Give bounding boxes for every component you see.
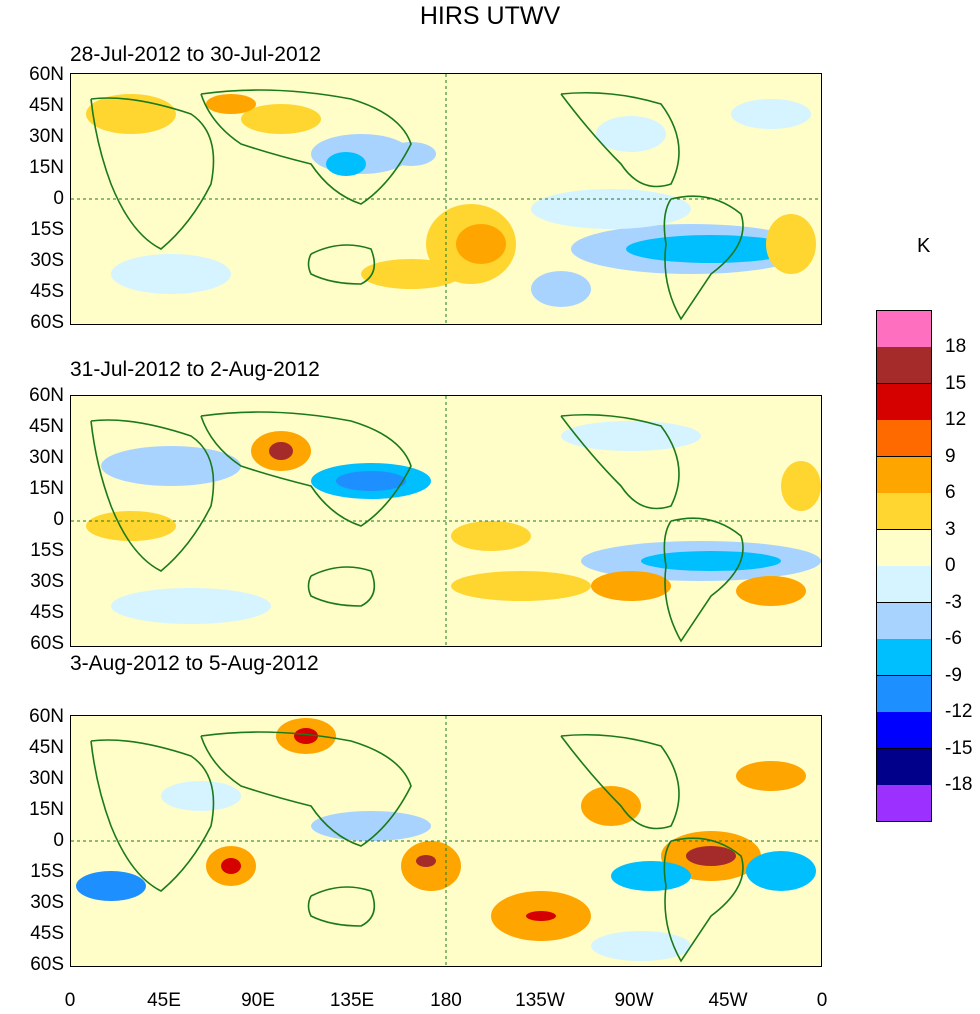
colorbar-label: 6 bbox=[945, 482, 956, 503]
lat-label-30S: 30S bbox=[30, 250, 64, 271]
colorbar-box bbox=[877, 420, 931, 457]
colorbar-label: 18 bbox=[945, 336, 967, 357]
lat-label-60S: 60S bbox=[30, 633, 64, 654]
lon-label-90W: 90W bbox=[614, 990, 654, 1011]
lat-label-45S: 45S bbox=[30, 923, 64, 944]
colorbar-box bbox=[877, 457, 931, 494]
colorbar bbox=[876, 310, 932, 822]
lat-label-30S: 30S bbox=[30, 892, 64, 913]
panel-1-date-range: 28-Jul-2012 to 30-Jul-2012 bbox=[70, 43, 321, 66]
lat-label-15S: 15S bbox=[30, 540, 64, 561]
lon-label-90E: 90E bbox=[241, 990, 275, 1011]
map-panel-3-svg bbox=[71, 716, 821, 966]
lat-label-60S: 60S bbox=[30, 954, 64, 975]
figure-title: HIRS UTWV bbox=[419, 2, 561, 30]
lat-label-30N: 30N bbox=[29, 447, 64, 468]
colorbar-box bbox=[877, 639, 931, 676]
lon-label-0: 0 bbox=[64, 990, 76, 1011]
lat-label-30N: 30N bbox=[29, 768, 64, 789]
lat-label-15S: 15S bbox=[30, 219, 64, 240]
colorbar-box bbox=[877, 311, 931, 348]
colorbar-label: 9 bbox=[945, 446, 956, 467]
lat-label-30N: 30N bbox=[29, 126, 64, 147]
map-panel-3 bbox=[70, 715, 822, 967]
lat-label-60S: 60S bbox=[30, 312, 64, 333]
colorbar-box bbox=[877, 493, 931, 530]
colorbar-label: -18 bbox=[945, 774, 973, 795]
colorbar-box bbox=[877, 603, 931, 640]
colorbar-box bbox=[877, 384, 931, 421]
colorbar-box bbox=[877, 749, 931, 786]
colorbar-label: -3 bbox=[945, 592, 962, 613]
colorbar-label: -6 bbox=[945, 628, 962, 649]
lat-label-30S: 30S bbox=[30, 571, 64, 592]
lat-label-60N: 60N bbox=[29, 385, 64, 406]
map-panel-2-svg bbox=[71, 396, 821, 646]
colorbar-label: -12 bbox=[945, 701, 973, 722]
lat-label-15N: 15N bbox=[29, 157, 64, 178]
colorbar-box bbox=[877, 712, 931, 749]
colorbar-box bbox=[877, 530, 931, 567]
colorbar-box bbox=[877, 785, 931, 821]
colorbar-label: 12 bbox=[945, 409, 967, 430]
lat-label-0: 0 bbox=[53, 188, 64, 209]
lat-label-0: 0 bbox=[53, 830, 64, 851]
colorbar-box bbox=[877, 347, 931, 384]
lat-label-45N: 45N bbox=[29, 416, 64, 437]
map-panel-1-svg bbox=[71, 74, 821, 324]
panel-2-date-range: 31-Jul-2012 to 2-Aug-2012 bbox=[70, 358, 320, 381]
colorbar-label: 15 bbox=[945, 373, 967, 394]
lat-label-60N: 60N bbox=[29, 706, 64, 727]
colorbar-box bbox=[877, 676, 931, 713]
lat-label-15N: 15N bbox=[29, 478, 64, 499]
lat-label-15N: 15N bbox=[29, 799, 64, 820]
colorbar-label: 0 bbox=[945, 555, 956, 576]
lon-label-0-end: 0 bbox=[816, 990, 828, 1011]
lat-label-45S: 45S bbox=[30, 602, 64, 623]
colorbar-box bbox=[877, 566, 931, 603]
lon-label-135E: 135E bbox=[329, 990, 375, 1011]
map-panel-2 bbox=[70, 395, 822, 647]
lon-label-135W: 135W bbox=[515, 990, 565, 1011]
panel-3-date-range: 3-Aug-2012 to 5-Aug-2012 bbox=[70, 652, 319, 675]
lon-label-180: 180 bbox=[430, 990, 462, 1011]
lat-label-15S: 15S bbox=[30, 861, 64, 882]
lon-label-45E: 45E bbox=[147, 990, 181, 1011]
lat-label-0: 0 bbox=[53, 509, 64, 530]
lat-label-45N: 45N bbox=[29, 95, 64, 116]
lon-label-45W: 45W bbox=[708, 990, 748, 1011]
map-panel-1 bbox=[70, 73, 822, 325]
lat-label-60N: 60N bbox=[29, 64, 64, 85]
colorbar-label: -9 bbox=[945, 665, 962, 686]
colorbar-label: -15 bbox=[945, 738, 973, 759]
lat-label-45N: 45N bbox=[29, 737, 64, 758]
colorbar-unit-label: K bbox=[917, 235, 931, 257]
lat-label-45S: 45S bbox=[30, 281, 64, 302]
colorbar-label: 3 bbox=[945, 519, 956, 540]
